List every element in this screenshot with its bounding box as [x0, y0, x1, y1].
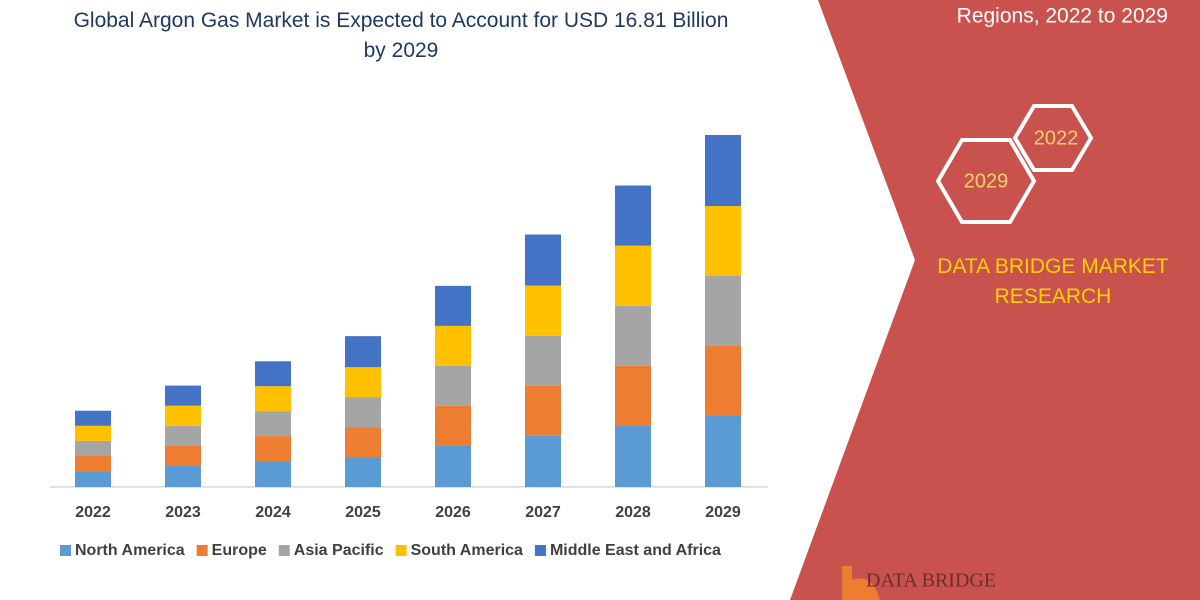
- legend-swatch: [196, 545, 208, 556]
- legend-swatch: [534, 545, 546, 556]
- x-tick-label: 2027: [525, 504, 561, 521]
- bar-segment: [525, 285, 561, 336]
- bar-segment: [705, 276, 741, 346]
- bar-segment: [435, 405, 471, 446]
- hex-label: 2022: [1034, 127, 1079, 149]
- bar-segment: [255, 436, 291, 462]
- x-tick-label: 2022: [75, 504, 111, 521]
- x-tick-label: 2028: [615, 504, 651, 521]
- bar-segment: [435, 445, 471, 487]
- x-tick-label: 2024: [255, 504, 291, 521]
- legend-label: Europe: [212, 542, 267, 559]
- legend-label: Middle East and Africa: [550, 542, 721, 559]
- bar-segment: [75, 425, 111, 441]
- side-subtitle: Regions, 2022 to 2029: [957, 5, 1168, 28]
- logo-text: DATA BRIDGE: [866, 570, 996, 592]
- bar-segment: [525, 335, 561, 386]
- bar-segment: [75, 455, 111, 472]
- bar-segment: [615, 426, 651, 487]
- legend-label: South America: [411, 542, 523, 559]
- hexagon: [935, 138, 1037, 224]
- logo-icon: [842, 566, 880, 600]
- legend-swatch: [278, 545, 290, 556]
- bar-segment: [165, 466, 201, 487]
- bar-segment: [255, 461, 291, 487]
- legend-swatch: [60, 545, 71, 556]
- bar-segment: [165, 425, 201, 446]
- legend-label: North America: [75, 542, 185, 559]
- legend-label: Asia Pacific: [294, 542, 384, 559]
- bar-segment: [75, 440, 111, 456]
- bar-segment: [165, 405, 201, 426]
- x-tick-label: 2023: [165, 504, 201, 521]
- bar-segment: [345, 457, 381, 487]
- bar-segment: [525, 435, 561, 487]
- x-tick-label: 2025: [345, 504, 381, 521]
- bar-segment: [255, 411, 291, 437]
- bar-segment: [705, 345, 741, 416]
- brand-box: DATA BRIDGE MARKET RESEARCH: [937, 255, 1169, 308]
- bar-segment: [255, 386, 291, 412]
- bar-segment: [345, 367, 381, 398]
- chart-title: Global Argon Gas Market is Expected to A…: [73, 9, 729, 62]
- side-panel: [790, 0, 1200, 600]
- bar-segment: [165, 445, 201, 467]
- bar-segment: [75, 410, 111, 426]
- bar-segment: [615, 305, 651, 366]
- bar-segment: [705, 206, 741, 277]
- bar-segment: [345, 397, 381, 428]
- bar-segment: [345, 336, 381, 368]
- x-tick-label: 2026: [435, 504, 471, 521]
- bar-segment: [75, 471, 111, 487]
- brand-text: DATA BRIDGE MARKET RESEARCH: [937, 255, 1169, 308]
- bar-segment: [615, 185, 651, 246]
- bar-segment: [705, 415, 741, 487]
- x-tick-label: 2029: [705, 504, 741, 521]
- hexagon: [1012, 104, 1094, 172]
- bar-segment: [615, 365, 651, 427]
- bar-segment: [615, 245, 651, 306]
- bar-segment: [255, 361, 291, 387]
- bar-segment: [435, 365, 471, 406]
- bar-segment: [525, 234, 561, 286]
- bar-segment: [435, 325, 471, 366]
- bar-segment: [165, 385, 201, 406]
- bar-segment: [345, 427, 381, 458]
- bar-segment: [435, 285, 471, 326]
- bar-segment: [525, 385, 561, 436]
- legend-swatch: [395, 545, 407, 556]
- hex-label: 2029: [964, 170, 1009, 192]
- bar-segment: [705, 135, 741, 207]
